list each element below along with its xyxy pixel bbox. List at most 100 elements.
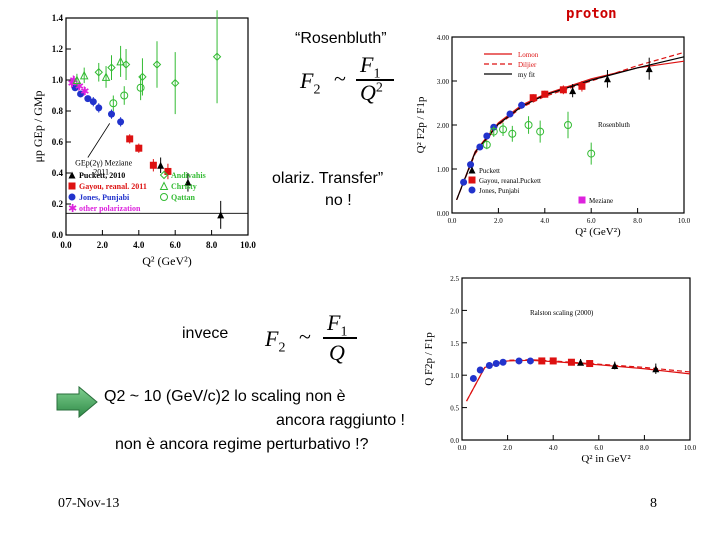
data-point bbox=[549, 357, 557, 365]
rosenbluth-inline-label: Rosenbluth bbox=[598, 121, 630, 129]
data-point bbox=[508, 129, 517, 138]
annotation-text: GEp(2γ) Meziane bbox=[75, 158, 133, 167]
data-point bbox=[489, 127, 498, 136]
annotation-arrow bbox=[87, 123, 111, 158]
data-point bbox=[515, 357, 523, 365]
legend-entry: Diljier bbox=[518, 61, 537, 69]
data-point bbox=[476, 143, 484, 151]
data-point bbox=[107, 63, 116, 72]
y-tick-label: 1.0 bbox=[450, 372, 459, 380]
legend-entry: Andivahis bbox=[171, 171, 206, 180]
x-axis-label: Q² in GeV² bbox=[581, 453, 631, 465]
data-point: ✱ bbox=[80, 86, 89, 98]
data-point bbox=[126, 135, 134, 143]
x-tick-label: 6.0 bbox=[587, 217, 596, 225]
legend-entry: Jones, Punjabi bbox=[79, 193, 130, 202]
x-axis-label: Q² (GeV²) bbox=[575, 226, 621, 238]
data-point bbox=[506, 110, 514, 118]
x-tick-label: 2.0 bbox=[97, 240, 109, 250]
x-tick-label: 10.0 bbox=[678, 217, 691, 225]
data-point bbox=[467, 161, 475, 169]
y-tick-label: 0.0 bbox=[52, 230, 64, 240]
data-point bbox=[77, 90, 85, 98]
y-tick-label: 1.5 bbox=[450, 340, 459, 348]
legend-entry: Lomon bbox=[518, 51, 539, 59]
data-point: ✱ bbox=[69, 75, 78, 87]
data-point bbox=[524, 121, 533, 129]
annotation-text: 2011 bbox=[93, 168, 109, 177]
polariz-transfer-label: olariz. Transfer” bbox=[272, 170, 384, 187]
x-tick-label: 0.0 bbox=[60, 240, 72, 250]
chart-title: Ralston scaling (2000) bbox=[530, 309, 594, 317]
data-point bbox=[184, 178, 192, 186]
x-axis-label: Q² (GeV²) bbox=[142, 254, 192, 268]
legend-entry: my fit bbox=[518, 71, 535, 79]
y-tick-label: 0.5 bbox=[450, 405, 459, 413]
fit-curve bbox=[466, 359, 691, 402]
x-tick-label: 8.0 bbox=[640, 444, 649, 452]
data-point bbox=[483, 132, 491, 140]
y-axis-label: Q F2p / F1p bbox=[423, 332, 435, 386]
qf2f1-chart: 0.0 2.0 4.0 6.0 8.0 10.0 0.0 0.5 1.0 1.5 2.0 2.5 Q² … bbox=[423, 275, 697, 465]
data-point bbox=[645, 65, 653, 73]
data-point bbox=[482, 140, 491, 149]
legend-entry: Puckett, 2010 bbox=[79, 171, 125, 180]
data-point bbox=[79, 70, 89, 80]
data-point bbox=[109, 99, 118, 108]
arrow-icon bbox=[56, 385, 98, 419]
y-tick-label: 1.00 bbox=[437, 166, 450, 174]
x-tick-label: 6.0 bbox=[594, 444, 603, 452]
data-point bbox=[94, 68, 103, 77]
invece-label: invece bbox=[182, 325, 229, 342]
legend-entry: Christy bbox=[171, 182, 197, 191]
legend-marker bbox=[68, 171, 76, 179]
x-tick-label: 10.0 bbox=[684, 444, 697, 452]
data-point bbox=[492, 360, 500, 368]
y-tick-label: 3.00 bbox=[437, 78, 450, 86]
data-point bbox=[518, 101, 526, 109]
x-tick-label: 8.0 bbox=[206, 240, 218, 250]
x-tick-label: 0.0 bbox=[458, 444, 467, 452]
y-tick-label: 1.4 bbox=[52, 13, 64, 23]
legend-marker bbox=[159, 181, 169, 190]
data-point bbox=[152, 60, 162, 69]
q2-scaling-line: Q2 ~ 10 (GeV/c)2 lo scaling non è bbox=[104, 388, 346, 405]
gep-gmp-ratio-plot: 0.0 2.0 4.0 6.0 8.0 10.0 0.0 0.2 0.4 0.6 0.8 1.0 1.2… bbox=[30, 10, 270, 270]
page-number: 8 bbox=[650, 496, 657, 511]
legend-marker bbox=[468, 176, 476, 184]
data-point bbox=[469, 374, 477, 382]
legend-marker: ✱ bbox=[68, 203, 77, 215]
legend-entry: Jones, Punjabi bbox=[479, 187, 520, 195]
data-point bbox=[95, 104, 103, 112]
data-point bbox=[164, 167, 172, 175]
data-point bbox=[135, 144, 143, 152]
date-label: 07-Nov-13 bbox=[58, 496, 120, 511]
formula-f2-f1-over-q2: F2 ~ F1 Q2 bbox=[300, 52, 400, 108]
y-tick-label: 0.2 bbox=[52, 199, 64, 209]
data-point bbox=[149, 161, 157, 169]
y-tick-label: 0.0 bbox=[450, 437, 459, 445]
y-axis-label: Q² F2p / F1p bbox=[415, 96, 427, 153]
y-axis-label: μp GEp / GMp bbox=[31, 90, 45, 162]
data-point bbox=[564, 121, 572, 129]
data-point bbox=[116, 56, 125, 66]
gep-gmp-chart: 0.0 2.0 4.0 6.0 8.0 10.0 0.0 0.2 0.4 0.6 0.8 1.0 1.2… bbox=[31, 10, 256, 268]
data-point bbox=[499, 358, 507, 366]
x-tick-label: 8.0 bbox=[633, 217, 642, 225]
data-point bbox=[212, 52, 222, 61]
formula-f2-f1-over-q: F2 ~ F1 Q bbox=[265, 310, 360, 370]
data-point bbox=[217, 211, 225, 219]
legend-entry: Qattan bbox=[171, 193, 196, 202]
y-tick-label: 0.00 bbox=[437, 210, 450, 218]
data-point bbox=[538, 357, 546, 365]
data-point bbox=[577, 358, 585, 366]
x-tick-label: 4.0 bbox=[549, 444, 558, 452]
data-point bbox=[559, 86, 567, 94]
y-tick-label: 0.4 bbox=[52, 168, 64, 178]
fit-curve bbox=[456, 51, 685, 201]
x-tick-label: 2.0 bbox=[494, 217, 503, 225]
legend-entry: Meziane bbox=[589, 197, 613, 205]
data-point bbox=[157, 161, 165, 169]
y-tick-label: 0.6 bbox=[52, 137, 64, 147]
q2-f2-f1-plot: 0.0 2.0 4.0 6.0 8.0 10.0 0.00 1.00 2.00 3.00 4.00 Q… bbox=[412, 5, 702, 240]
